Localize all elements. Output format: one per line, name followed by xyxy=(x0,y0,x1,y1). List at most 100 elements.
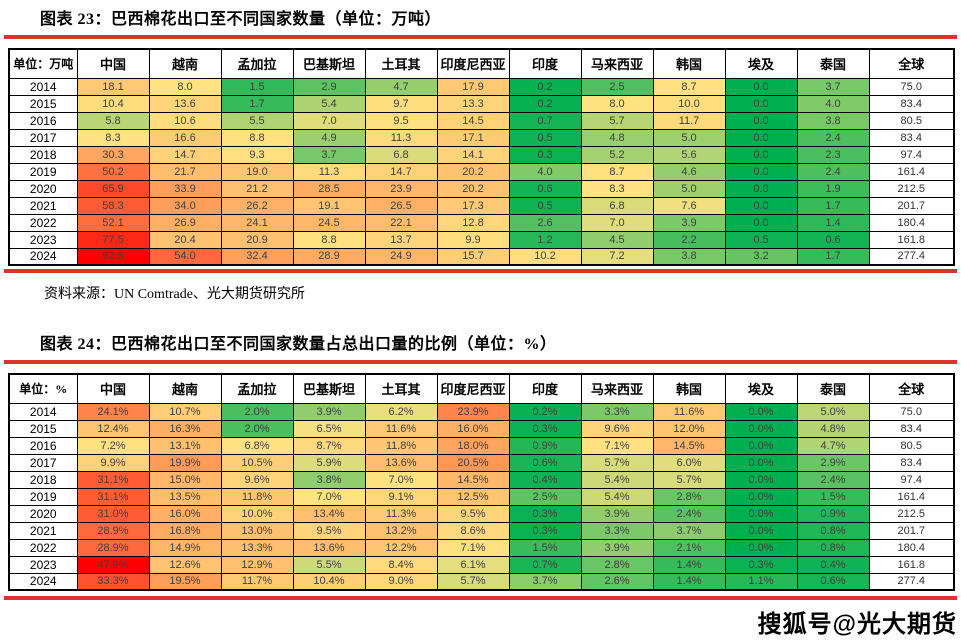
heatmap-value-cell: 0.3% xyxy=(724,555,798,574)
heatmap-value-cell: 5.7 xyxy=(580,111,654,130)
column-header: 印度 xyxy=(508,373,582,404)
heatmap-value-cell: 12.4% xyxy=(76,419,150,438)
heatmap-value-cell: 9.7 xyxy=(364,94,438,113)
heatmap-value-cell: 77.5 xyxy=(76,230,150,249)
column-header: 孟加拉 xyxy=(220,373,294,404)
heatmap-value-cell: 11.6% xyxy=(652,402,726,421)
heatmap-value-cell: 4.8% xyxy=(796,419,870,438)
year-cell: 2017 xyxy=(8,453,78,472)
heatmap-value-cell: 2.3 xyxy=(796,145,870,164)
figure-23-heatmap-table: 单位：万吨 中国 越南 孟加拉 巴基斯坦 土耳其 印度尼西亚 印度 马来西亚 韩国 埃及 泰国 全球 20… xyxy=(8,48,955,266)
heatmap-value-cell: 9.1% xyxy=(364,487,438,506)
heatmap-value-cell: 2.4 xyxy=(796,128,870,147)
heatmap-value-cell: 20.4 xyxy=(148,230,222,249)
header-row: 单位：万吨 中国 越南 孟加拉 巴基斯坦 土耳其 印度尼西亚 印度 马来西亚 韩国 埃及 泰国 全球 xyxy=(8,48,955,79)
heatmap-value-cell: 0.0 xyxy=(724,213,798,232)
heatmap-value-cell: 4.0 xyxy=(508,162,582,181)
heatmap-value-cell: 21.2 xyxy=(220,179,294,198)
year-cell: 2023 xyxy=(8,555,78,574)
global-total-cell: 75.0 xyxy=(868,77,955,96)
heatmap-value-cell: 8.3 xyxy=(580,179,654,198)
global-total-cell: 97.4 xyxy=(868,145,955,164)
red-divider-before-table-24 xyxy=(4,360,957,364)
heatmap-value-cell: 0.0 xyxy=(724,94,798,113)
heatmap-value-cell: 5.7% xyxy=(652,470,726,489)
column-header: 韩国 xyxy=(652,48,726,79)
table-row: 2022 28.9% 14.9% 13.3% 13.6% 12.2% 7.1% 1.5% 3.9… xyxy=(8,538,955,557)
heatmap-value-cell: 3.7 xyxy=(292,145,366,164)
heatmap-value-cell: 7.0% xyxy=(364,470,438,489)
column-header: 孟加拉 xyxy=(220,48,294,79)
global-total-cell: 277.4 xyxy=(868,572,955,591)
heatmap-value-cell: 23.9% xyxy=(436,402,510,421)
heatmap-value-cell: 8.0 xyxy=(148,77,222,96)
heatmap-value-cell: 0.0% xyxy=(724,521,798,540)
heatmap-value-cell: 15.0% xyxy=(148,470,222,489)
heatmap-value-cell: 3.3% xyxy=(580,402,654,421)
heatmap-value-cell: 9.5 xyxy=(364,111,438,130)
heatmap-value-cell: 5.6 xyxy=(652,145,726,164)
heatmap-value-cell: 0.9% xyxy=(508,436,582,455)
heatmap-value-cell: 13.3% xyxy=(220,538,294,557)
global-total-cell: 75.0 xyxy=(868,402,955,421)
heatmap-value-cell: 0.0% xyxy=(724,504,798,523)
heatmap-value-cell: 31.1% xyxy=(76,487,150,506)
heatmap-value-cell: 10.5% xyxy=(220,453,294,472)
heatmap-value-cell: 20.2 xyxy=(436,179,510,198)
heatmap-value-cell: 14.5% xyxy=(436,470,510,489)
heatmap-value-cell: 7.2 xyxy=(580,247,654,266)
heatmap-value-cell: 13.2% xyxy=(364,521,438,540)
heatmap-value-cell: 31.1% xyxy=(76,470,150,489)
heatmap-value-cell: 6.1% xyxy=(436,555,510,574)
heatmap-value-cell: 0.0 xyxy=(724,162,798,181)
heatmap-value-cell: 1.7 xyxy=(796,196,870,215)
heatmap-value-cell: 2.0% xyxy=(220,419,294,438)
column-header: 越南 xyxy=(148,48,222,79)
table-row: 2017 9.9% 19.9% 10.5% 5.9% 13.6% 20.5% 0.6% 5.7%… xyxy=(8,453,955,472)
heatmap-value-cell: 9.6% xyxy=(580,419,654,438)
heatmap-value-cell: 24.1 xyxy=(220,213,294,232)
heatmap-value-cell: 15.7 xyxy=(436,247,510,266)
column-header: 印度尼西亚 xyxy=(436,373,510,404)
heatmap-value-cell: 47.9% xyxy=(76,555,150,574)
heatmap-value-cell: 0.2 xyxy=(508,77,582,96)
heatmap-value-cell: 2.4% xyxy=(652,504,726,523)
heatmap-value-cell: 9.9 xyxy=(436,230,510,249)
heatmap-value-cell: 18.0% xyxy=(436,436,510,455)
heatmap-value-cell: 24.9 xyxy=(364,247,438,266)
heatmap-value-cell: 8.7 xyxy=(580,162,654,181)
heatmap-value-cell: 8.7% xyxy=(292,436,366,455)
table-row: 2024 33.3% 19.5% 11.7% 10.4% 9.0% 5.7% 3.7% 2.6%… xyxy=(8,572,955,591)
heatmap-value-cell: 16.8% xyxy=(148,521,222,540)
heatmap-value-cell: 0.3% xyxy=(508,419,582,438)
heatmap-value-cell: 2.8% xyxy=(580,555,654,574)
global-total-cell: 161.8 xyxy=(868,555,955,574)
heatmap-value-cell: 5.8 xyxy=(76,111,150,130)
heatmap-value-cell: 16.0% xyxy=(148,504,222,523)
table-row: 2016 7.2% 13.1% 6.8% 8.7% 11.8% 18.0% 0.9% 7.1% 1… xyxy=(8,436,955,455)
heatmap-value-cell: 4.7 xyxy=(364,77,438,96)
column-header: 马来西亚 xyxy=(580,373,654,404)
table-row: 2023 47.9% 12.6% 12.9% 5.5% 8.4% 6.1% 0.7% 2.8% 1… xyxy=(8,555,955,574)
heatmap-value-cell: 13.3 xyxy=(436,94,510,113)
heatmap-value-cell: 12.0% xyxy=(652,419,726,438)
heatmap-value-cell: 1.5 xyxy=(220,77,294,96)
heatmap-value-cell: 1.1% xyxy=(724,572,798,591)
heatmap-value-cell: 17.1 xyxy=(436,128,510,147)
heatmap-value-cell: 3.8 xyxy=(652,247,726,266)
global-total-cell: 83.4 xyxy=(868,419,955,438)
heatmap-value-cell: 13.0% xyxy=(220,521,294,540)
heatmap-value-cell: 3.9% xyxy=(580,504,654,523)
year-cell: 2024 xyxy=(8,572,78,591)
heatmap-value-cell: 20.2 xyxy=(436,162,510,181)
heatmap-value-cell: 0.6% xyxy=(508,453,582,472)
heatmap-value-cell: 7.1% xyxy=(436,538,510,557)
global-total-cell: 212.5 xyxy=(868,179,955,198)
column-header: 越南 xyxy=(148,373,222,404)
heatmap-value-cell: 11.7 xyxy=(652,111,726,130)
heatmap-value-cell: 3.7% xyxy=(508,572,582,591)
heatmap-value-cell: 13.6% xyxy=(292,538,366,557)
global-total-cell: 201.7 xyxy=(868,521,955,540)
heatmap-value-cell: 10.6 xyxy=(148,111,222,130)
heatmap-value-cell: 2.0% xyxy=(220,402,294,421)
